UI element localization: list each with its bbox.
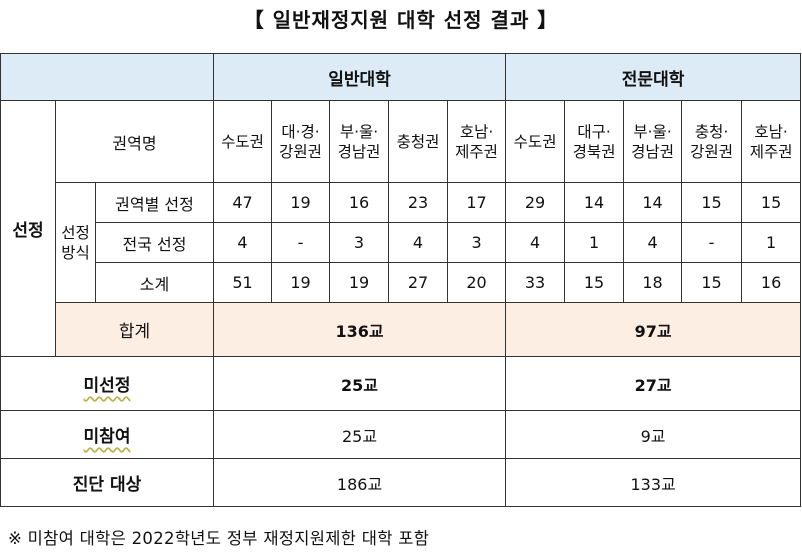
not-selected-row: 미선정 25교 27교 [0,356,802,411]
not-participating-label: 미참여 [0,410,215,459]
region-general-4: 충청권 [388,100,449,183]
corner-cell [0,53,215,101]
total-label: 합계 [54,302,215,357]
method-label: 선정 방식 [55,182,96,303]
footnote: ※ 미참여 대학은 2022학년도 정부 재정지원제한 대학 포함 [8,529,430,548]
subtotal-general-5: 20 [447,262,507,303]
selection-result-table: 일반대학 전문대학 선정 권역명 수도권 대·경· 강원권 부·울· 경남권 충… [0,53,802,507]
not-participating-junior: 9교 [505,410,802,459]
subtotal-general-3: 19 [329,262,390,303]
subtotal-row: 소계 51 19 19 27 20 33 15 18 15 16 [1,262,802,303]
by-region-junior-5: 15 [741,182,802,223]
national-label: 전국 선정 [94,222,215,263]
subtotal-junior-4: 15 [681,262,743,303]
national-general-3: 3 [329,222,390,263]
by-region-general-4: 23 [388,182,449,223]
national-junior-3: 4 [623,222,683,263]
region-general-2: 대·경· 강원권 [271,100,331,183]
target-junior: 133교 [505,458,802,507]
not-selected-label: 미선정 [0,356,215,411]
region-name-row: 선정 권역명 수도권 대·경· 강원권 부·울· 경남권 충청권 호남· 제주권… [0,100,802,357]
subtotal-label: 소계 [94,262,215,303]
target-row: 진단 대상 186교 133교 [0,458,802,507]
national-general-2: - [271,222,331,263]
region-general-1: 수도권 [213,100,273,183]
subtotal-general-1: 51 [213,262,273,303]
table-title: 【 일반재정지원 대학 선정 결과 】 [243,8,559,32]
not-participating-row: 미참여 25교 9교 [0,410,802,459]
junior-college-header: 전문대학 [505,53,802,101]
by-region-label: 권역별 선정 [94,182,215,223]
not-selected-general: 25교 [213,356,507,411]
subtotal-general-4: 27 [388,262,449,303]
region-general-3: 부·울· 경남권 [329,100,390,183]
total-general: 136교 [213,302,507,357]
region-general-5: 호남· 제주권 [447,100,507,183]
group-header-row: 일반대학 전문대학 [0,53,802,101]
national-junior-4: - [681,222,743,263]
region-junior-1: 수도권 [505,100,566,183]
national-general-1: 4 [213,222,273,263]
national-general-5: 3 [447,222,507,263]
total-junior: 97교 [505,302,802,357]
target-general: 186교 [213,458,507,507]
subtotal-general-2: 19 [271,262,331,303]
selection-label: 선정 [0,100,56,357]
not-participating-general: 25교 [213,410,507,459]
target-label: 진단 대상 [0,458,215,507]
subtotal-junior-2: 15 [564,262,625,303]
region-junior-3: 부·울· 경남권 [623,100,683,183]
national-row: 전국 선정 4 - 3 4 3 4 1 4 - 1 [1,222,802,263]
national-junior-1: 4 [505,222,566,263]
region-junior-2: 대구· 경북권 [564,100,625,183]
by-region-junior-1: 29 [505,182,566,223]
by-region-junior-4: 15 [681,182,743,223]
national-general-4: 4 [388,222,449,263]
by-region-junior-2: 14 [564,182,625,223]
by-region-general-3: 16 [329,182,390,223]
total-row: 합계 136교 97교 [1,302,802,357]
region-junior-5: 호남· 제주권 [741,100,802,183]
national-junior-2: 1 [564,222,625,263]
subtotal-junior-5: 16 [741,262,802,303]
national-junior-5: 1 [741,222,802,263]
by-region-row: 선정 방식 권역별 선정 47 19 16 23 17 29 14 14 15 … [1,182,802,303]
by-region-general-2: 19 [271,182,331,223]
subtotal-junior-1: 33 [505,262,566,303]
subtotal-junior-3: 18 [623,262,683,303]
general-university-header: 일반대학 [213,53,507,101]
by-region-junior-3: 14 [623,182,683,223]
by-region-general-1: 47 [213,182,273,223]
region-name-label: 권역명 [54,100,215,183]
by-region-general-5: 17 [447,182,507,223]
not-selected-junior: 27교 [505,356,802,411]
region-junior-4: 충청· 강원권 [681,100,743,183]
